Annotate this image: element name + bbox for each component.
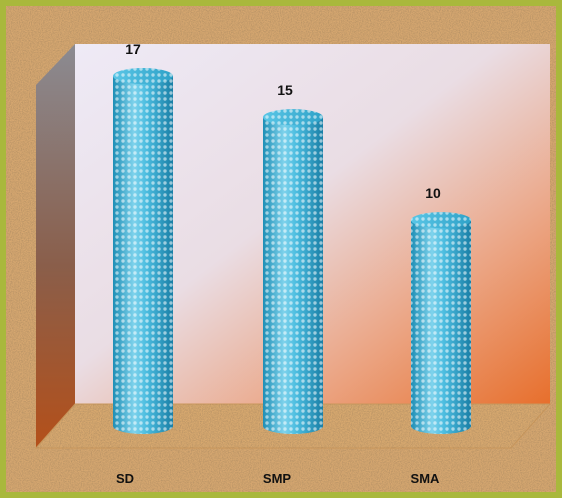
bar-chart: 17 SD 15 SMP 10 SMA [6, 6, 556, 492]
bars-group [113, 68, 471, 435]
labels-group: 17 SD 15 SMP 10 SMA [116, 41, 441, 486]
category-label-sd: SD [116, 471, 134, 486]
bar-top-mesh [411, 212, 471, 229]
bar-smp [263, 109, 323, 435]
chart-frame: 17 SD 15 SMP 10 SMA [6, 6, 556, 492]
bar-body-mesh [113, 76, 173, 434]
bar-sma [411, 212, 471, 434]
side-wall [36, 44, 75, 448]
bar-body-mesh [411, 220, 471, 434]
bar-top-mesh [113, 68, 173, 84]
data-label-smp: 15 [277, 82, 293, 98]
bar-top-mesh [263, 109, 323, 126]
bar-sd [113, 68, 173, 434]
category-label-sma: SMA [411, 471, 441, 486]
bar-body-mesh [263, 117, 323, 435]
data-label-sma: 10 [425, 185, 441, 201]
category-label-smp: SMP [263, 471, 292, 486]
data-label-sd: 17 [125, 41, 141, 57]
